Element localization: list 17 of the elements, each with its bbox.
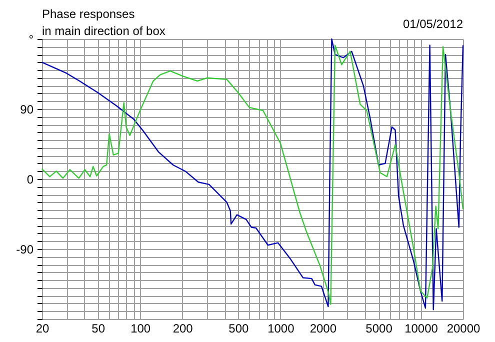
x-tick-label: 2000 xyxy=(310,322,337,336)
y-tick-label: 0 xyxy=(26,172,34,186)
x-tick-label: 20000 xyxy=(446,322,481,336)
x-tick-label: 100 xyxy=(130,322,151,336)
y-tick-label: -90 xyxy=(16,242,34,256)
chart-title: Phase responses xyxy=(42,7,135,21)
x-tick-label: 1000 xyxy=(268,322,295,336)
x-tick-label: 5000 xyxy=(366,322,393,336)
x-tick-label: 50 xyxy=(92,322,106,336)
x-tick-label: 500 xyxy=(228,322,250,336)
y-tick-label: 90 xyxy=(20,102,34,116)
x-tick-label: 20 xyxy=(36,322,50,336)
chart-subtitle: in main direction of box xyxy=(42,24,166,38)
text: 01/05/2012 xyxy=(402,17,464,31)
y-tick-label: ° xyxy=(28,32,34,46)
x-tick-label: 10000 xyxy=(404,322,438,336)
x-tick-label: 200 xyxy=(172,322,194,336)
